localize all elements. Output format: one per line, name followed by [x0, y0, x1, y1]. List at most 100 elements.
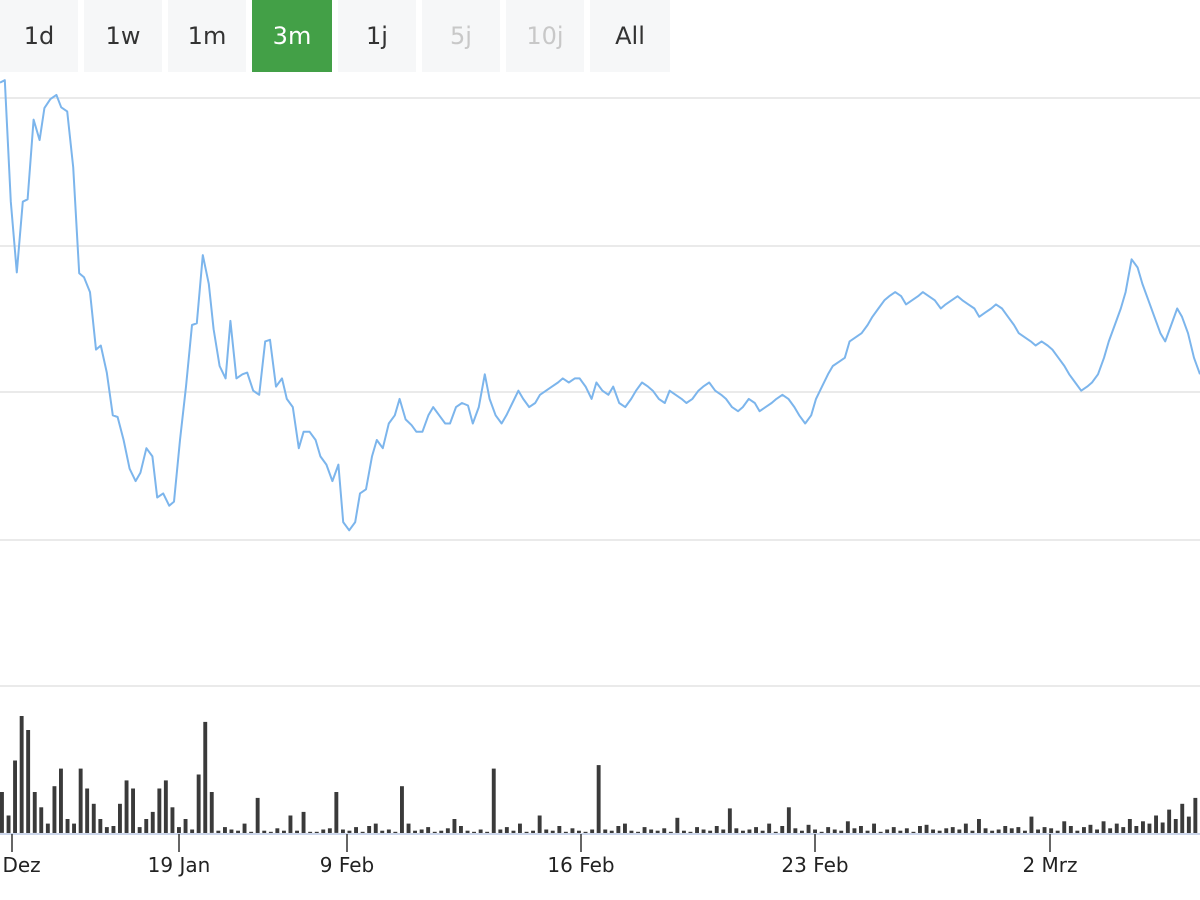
volume-bar [419, 829, 424, 833]
volume-bar [826, 827, 831, 833]
volume-bar [452, 819, 457, 833]
volume-bar [1029, 816, 1034, 833]
volume-bar [616, 826, 621, 833]
volume-bar [721, 829, 726, 833]
volume-bar [137, 827, 142, 833]
range-button-5j: 5j [422, 0, 500, 72]
volume-bar [275, 828, 280, 833]
volume-bar [1023, 830, 1027, 833]
volume-bar [1160, 822, 1165, 833]
price-line [0, 79, 1200, 532]
volume-bar [262, 830, 267, 833]
price-line-layer [0, 79, 1200, 532]
volume-bar [537, 815, 542, 834]
range-button-1m[interactable]: 1m [168, 0, 246, 72]
volume-bar [321, 829, 326, 833]
volume-bar [282, 830, 286, 833]
volume-bar [216, 830, 221, 833]
volume-bar [1049, 828, 1054, 833]
volume-bar [111, 826, 116, 833]
volume-bar [157, 788, 162, 833]
volume-bar [131, 788, 135, 833]
volume-bar [603, 829, 608, 833]
volume-bar [1167, 809, 1172, 833]
volume-bar [91, 803, 96, 834]
volume-bar [236, 830, 240, 833]
volume-bar [767, 823, 772, 833]
volume-bar [1173, 819, 1178, 833]
volume-bar [485, 831, 490, 833]
volume-bar [990, 830, 995, 833]
volume-bar [98, 819, 103, 833]
volume-bar [439, 830, 444, 833]
volume-bar [209, 792, 214, 833]
volume-bar [832, 829, 837, 833]
volume-bar [6, 815, 11, 834]
volume-bar [491, 768, 496, 833]
volume-bar [695, 827, 699, 833]
volume-bar [255, 797, 260, 833]
volume-bar [341, 829, 345, 833]
volume-bar [852, 828, 857, 833]
volume-bar [937, 830, 942, 833]
volume-bar [590, 829, 595, 833]
volume-bar [432, 831, 437, 833]
volume-bar [59, 768, 63, 833]
volume-bar [1068, 826, 1073, 833]
volume-bar [642, 827, 647, 833]
volume-bar [124, 780, 129, 833]
volume-bar [780, 826, 785, 833]
volume-bar [72, 823, 76, 833]
volume-bar [793, 828, 798, 833]
volume-bar [347, 830, 352, 833]
volume-bar [563, 831, 568, 833]
volume-bar [1003, 826, 1008, 833]
volume-bar [144, 819, 149, 833]
volume-bar [504, 827, 509, 833]
volume-bar [360, 831, 365, 833]
range-button-1d[interactable]: 1d [0, 0, 78, 72]
volume-bar [301, 811, 306, 833]
volume-bar [1193, 797, 1198, 833]
volume-bar [163, 780, 168, 833]
volume-bar [845, 821, 850, 833]
range-button-all[interactable]: All [590, 0, 670, 72]
volume-bar [308, 831, 313, 833]
volume-bar [754, 827, 758, 833]
volume-bar [1134, 826, 1139, 833]
volume-bar [45, 823, 50, 833]
x-tick-label: 16 Feb [547, 853, 614, 877]
volume-bar [104, 827, 109, 833]
volume-bar [878, 831, 883, 833]
volume-bar [65, 819, 70, 833]
volume-bar [668, 831, 673, 833]
volume-bar [426, 827, 431, 833]
volume-bar [13, 760, 17, 833]
volume-bar [570, 828, 575, 833]
volume-bar [983, 828, 988, 833]
volume-bar [550, 830, 555, 833]
volume-bar [1009, 828, 1014, 833]
volume-bar [944, 828, 949, 833]
volume-bar [1036, 829, 1040, 833]
range-button-1w[interactable]: 1w [84, 0, 162, 72]
volume-bar [524, 831, 529, 833]
volume-bars [0, 716, 1198, 834]
volume-bar [531, 830, 535, 833]
x-tick-label: 19 Jan [148, 853, 211, 877]
volume-bar [655, 830, 660, 833]
x-tick-label: 9 Feb [320, 853, 375, 877]
volume-bar [393, 831, 398, 833]
volume-bar [544, 829, 549, 833]
volume-bar [39, 807, 44, 833]
volume-bar [1127, 819, 1132, 833]
volume-bar [518, 823, 522, 833]
volume-bar [177, 827, 181, 833]
range-button-1j[interactable]: 1j [338, 0, 416, 72]
volume-bar [872, 823, 876, 833]
volume-bar [970, 830, 975, 833]
volume-bar [229, 829, 234, 833]
volume-bar [911, 831, 916, 833]
range-button-3m[interactable]: 3m [252, 0, 332, 72]
volume-bar [885, 829, 890, 833]
